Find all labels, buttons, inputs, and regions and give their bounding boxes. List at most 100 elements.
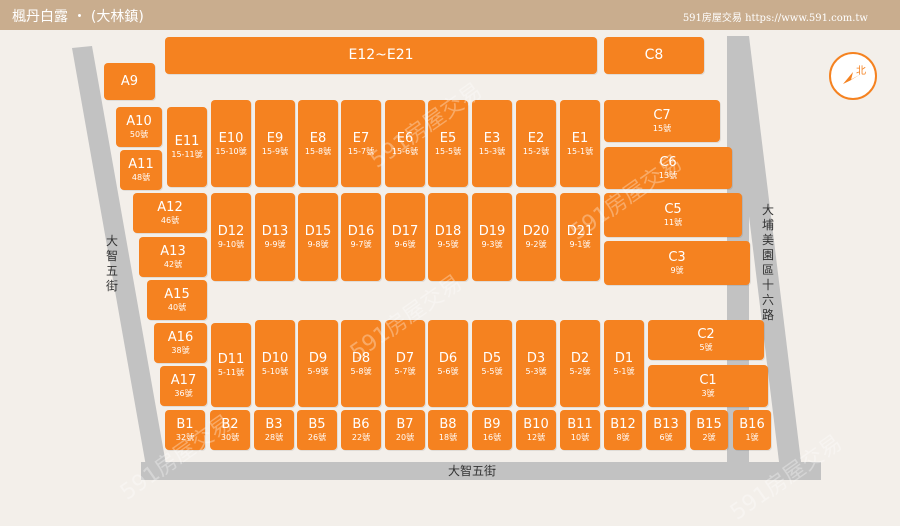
lot-e12-e21[interactable]: E12~E21 — [165, 37, 597, 74]
lot-d13[interactable]: D13 9-9號 — [255, 193, 295, 281]
lot-b1[interactable]: B1 32號 — [165, 410, 205, 450]
lot-id: D17 — [391, 224, 419, 239]
lot-a13[interactable]: A13 42號 — [139, 237, 207, 277]
lot-id: E12~E21 — [348, 47, 414, 63]
lot-a11[interactable]: A11 48號 — [120, 150, 162, 190]
lot-b3[interactable]: B3 28號 — [254, 410, 294, 450]
lot-c6[interactable]: C6 13號 — [604, 147, 732, 189]
lot-address-number: 12號 — [526, 433, 546, 442]
lot-e10[interactable]: E10 15-10號 — [211, 100, 251, 187]
lot-address-number: 50號 — [129, 130, 149, 139]
lot-c3[interactable]: C3 9號 — [604, 241, 750, 285]
lot-e9[interactable]: E9 15-9號 — [255, 100, 295, 187]
lot-b7[interactable]: B7 20號 — [385, 410, 425, 450]
lot-d11[interactable]: D11 5-11號 — [211, 323, 251, 407]
lot-c5[interactable]: C5 11號 — [604, 193, 742, 237]
lot-a16[interactable]: A16 38號 — [154, 323, 207, 363]
lot-a15[interactable]: A15 40號 — [147, 280, 207, 320]
lot-b13[interactable]: B13 6號 — [646, 410, 686, 450]
lot-a12[interactable]: A12 46號 — [133, 193, 207, 233]
lot-d2[interactable]: D2 5-2號 — [560, 320, 600, 407]
lot-b6[interactable]: B6 22號 — [341, 410, 381, 450]
header-bar: 楓丹白露 ・ (大林鎮) 591房屋交易 https://www.591.com… — [0, 0, 900, 30]
lot-address-number: 9-6號 — [394, 240, 416, 249]
lot-id: B1 — [176, 417, 194, 432]
lot-d8[interactable]: D8 5-8號 — [341, 320, 381, 407]
lot-address-number: 9-2號 — [525, 240, 547, 249]
lot-d9[interactable]: D9 5-9號 — [298, 320, 338, 407]
lot-d20[interactable]: D20 9-2號 — [516, 193, 556, 281]
lot-address-number: 28號 — [264, 433, 284, 442]
lot-address-number: 9號 — [670, 266, 684, 275]
lot-b5[interactable]: B5 26號 — [297, 410, 337, 450]
lot-id: A10 — [126, 114, 152, 129]
lot-d15[interactable]: D15 9-8號 — [298, 193, 338, 281]
lot-id: C5 — [664, 202, 682, 217]
lot-address-number: 42號 — [163, 260, 183, 269]
lot-address-number: 15-8號 — [304, 146, 332, 156]
lot-a9[interactable]: A9 — [104, 63, 155, 100]
lot-e11[interactable]: E11 15-11號 — [167, 107, 207, 187]
lot-b11[interactable]: B11 10號 — [560, 410, 600, 450]
lot-b15[interactable]: B15 2號 — [690, 410, 728, 450]
lot-id: A17 — [170, 373, 197, 388]
lot-b16[interactable]: B16 1號 — [733, 410, 771, 450]
lot-id: C7 — [653, 108, 671, 123]
lot-a10[interactable]: A10 50號 — [116, 107, 162, 147]
lot-d21[interactable]: D21 9-1號 — [560, 193, 600, 281]
lot-e3[interactable]: E3 15-3號 — [472, 100, 512, 187]
lot-c2[interactable]: C2 5號 — [648, 320, 764, 360]
lot-d6[interactable]: D6 5-6號 — [428, 320, 468, 407]
lot-d10[interactable]: D10 5-10號 — [255, 320, 295, 407]
lot-e1[interactable]: E1 15-1號 — [560, 100, 600, 187]
lot-b12[interactable]: B12 8號 — [604, 410, 642, 450]
lot-address-number: 11號 — [663, 218, 683, 227]
lot-address-number: 15-10號 — [215, 146, 247, 156]
lot-d12[interactable]: D12 9-10號 — [211, 193, 251, 281]
lot-d7[interactable]: D7 5-7號 — [385, 320, 425, 407]
lot-address-number: 9-3號 — [481, 240, 503, 249]
right-road — [727, 36, 802, 470]
lot-id: C1 — [699, 373, 717, 388]
lot-c7[interactable]: C7 15號 — [604, 100, 720, 142]
lot-address-number: 5-8號 — [350, 366, 372, 376]
lot-c8[interactable]: C8 — [604, 37, 704, 74]
lot-c1[interactable]: C1 3號 — [648, 365, 768, 407]
lot-address-number: 9-9號 — [264, 240, 286, 249]
lot-e8[interactable]: E8 15-8號 — [298, 100, 338, 187]
lot-e2[interactable]: E2 15-2號 — [516, 100, 556, 187]
lot-e6[interactable]: E6 15-6號 — [385, 100, 425, 187]
lot-id: C2 — [697, 327, 715, 342]
lot-address-number: 15-2號 — [522, 146, 550, 156]
lot-id: D8 — [351, 350, 371, 366]
lot-b10[interactable]: B10 12號 — [516, 410, 556, 450]
lot-address-number: 2號 — [702, 433, 716, 442]
lot-address-number: 5-1號 — [613, 366, 635, 376]
lot-id: B9 — [483, 417, 501, 432]
lot-address-number: 1號 — [745, 433, 759, 442]
lot-a17[interactable]: A17 36號 — [160, 366, 207, 406]
lot-d5[interactable]: D5 5-5號 — [472, 320, 512, 407]
lot-address-number: 9-10號 — [217, 240, 245, 249]
lot-address-number: 38號 — [171, 346, 190, 355]
lot-id: D7 — [395, 350, 415, 366]
lot-e7[interactable]: E7 15-7號 — [341, 100, 381, 187]
lot-id: B8 — [439, 417, 457, 432]
lot-e5[interactable]: E5 15-5號 — [428, 100, 468, 187]
lot-id: B16 — [739, 417, 765, 432]
lot-d19[interactable]: D19 9-3號 — [472, 193, 512, 281]
lot-id: D19 — [478, 224, 506, 239]
lot-d16[interactable]: D16 9-7號 — [341, 193, 381, 281]
lot-address-number: 15-7號 — [347, 146, 375, 156]
lot-id: E6 — [396, 130, 414, 146]
lot-b8[interactable]: B8 18號 — [428, 410, 468, 450]
lot-d18[interactable]: D18 9-5號 — [428, 193, 468, 281]
lot-b9[interactable]: B9 16號 — [472, 410, 512, 450]
lot-d3[interactable]: D3 5-3號 — [516, 320, 556, 407]
lot-id: B13 — [653, 417, 679, 432]
lot-d17[interactable]: D17 9-6號 — [385, 193, 425, 281]
lot-d1[interactable]: D1 5-1號 — [604, 320, 644, 407]
lot-b2[interactable]: B2 30號 — [210, 410, 250, 450]
lot-id: A15 — [164, 287, 190, 302]
lot-id: E5 — [439, 130, 457, 146]
